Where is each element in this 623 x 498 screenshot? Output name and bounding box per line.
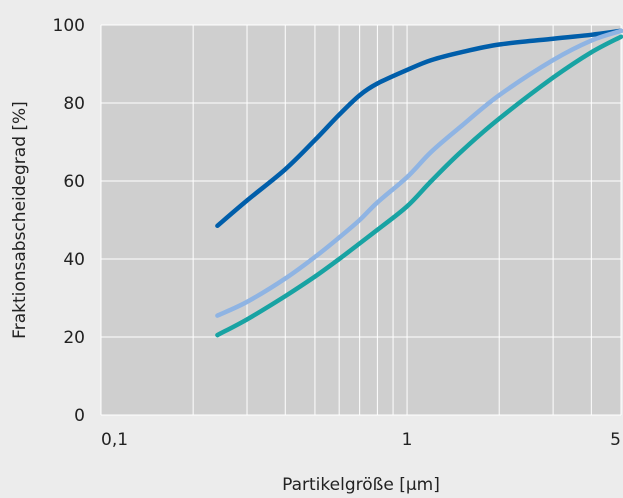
x-tick-label: 1: [402, 430, 413, 450]
series-line-3: [215, 34, 623, 338]
y-tick-label: 60: [63, 172, 85, 192]
x-tick-label: 5: [610, 430, 621, 450]
y-tick-label: 20: [63, 328, 85, 348]
grid: [100, 24, 622, 416]
series-line-1: [215, 28, 623, 229]
x-tick-labels: 0,1 1 5: [101, 430, 621, 450]
y-axis-label: Fraktionsabscheidegrad [%]: [10, 101, 30, 339]
y-tick-label: 80: [63, 94, 85, 114]
series-group: [215, 28, 623, 338]
series-line-2: [215, 28, 623, 318]
x-axis-label: Partikelgröße [µm]: [282, 475, 440, 495]
y-tick-label: 0: [74, 406, 85, 426]
y-tick-label: 40: [63, 250, 85, 270]
y-tick-label: 100: [53, 16, 85, 36]
y-tick-labels: 0 20 40 60 80 100: [53, 16, 85, 426]
x-tick-label: 0,1: [101, 430, 128, 450]
